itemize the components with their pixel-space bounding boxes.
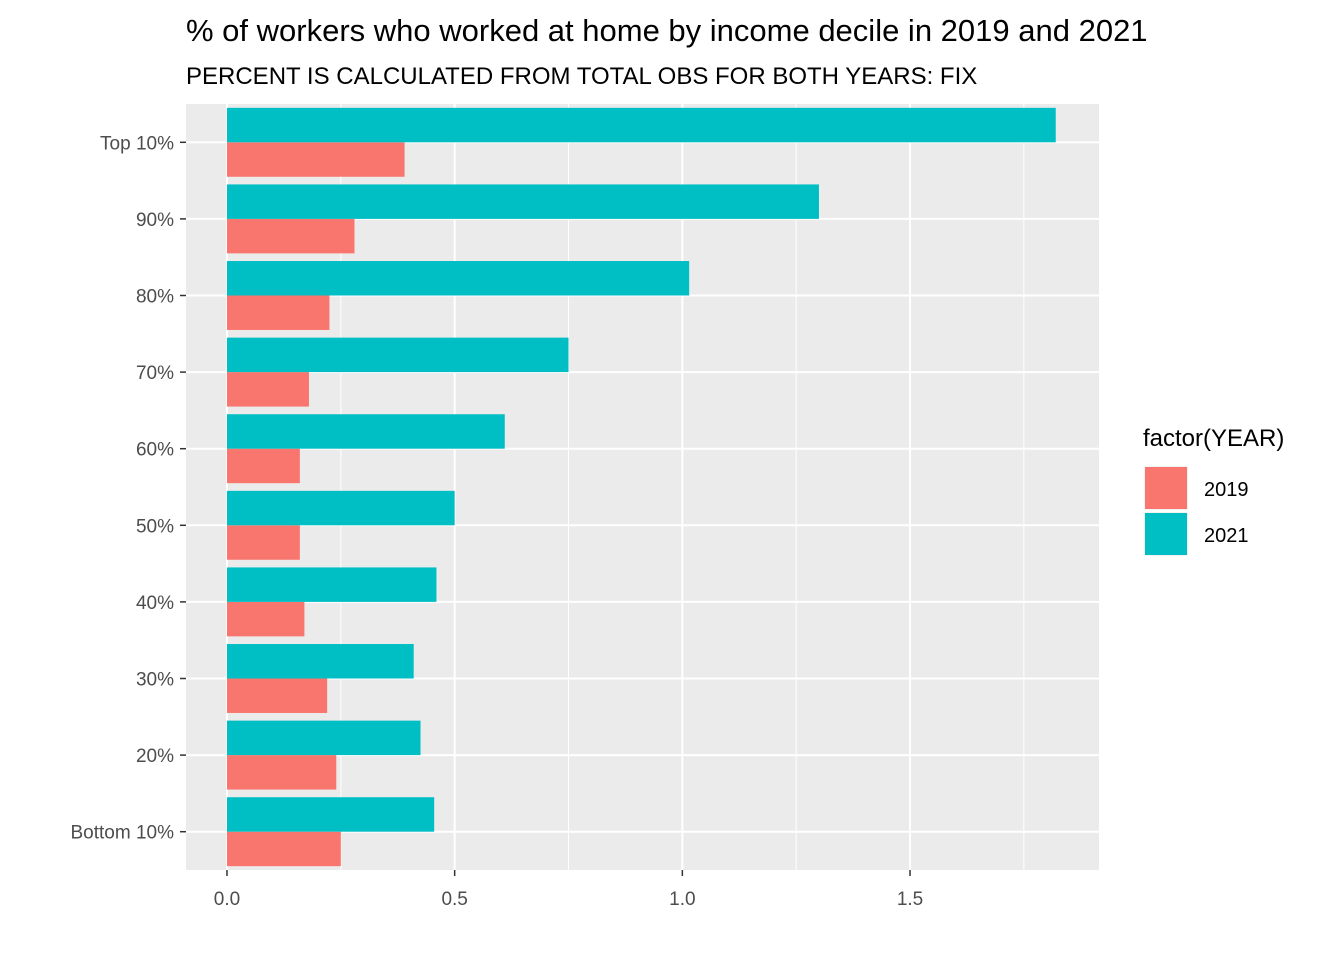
bar-2019 [226, 831, 341, 867]
bar-2021 [226, 184, 819, 219]
bar-2021 [226, 797, 435, 832]
x-axis: 0.0 0.5 1.0 1.5 [214, 870, 923, 910]
bar-2021 [226, 414, 505, 449]
y-tick-label: 90% [136, 210, 174, 231]
bar-2021 [226, 720, 421, 756]
bar-2021 [226, 107, 1056, 143]
legend: factor(YEAR) 2019 2021 [1143, 425, 1284, 556]
x-tick-label: 0.5 [441, 889, 467, 910]
bar-2019 [226, 525, 300, 560]
bar-2019 [226, 372, 309, 407]
chart-subtitle: PERCENT IS CALCULATED FROM TOTAL OBS FOR… [186, 63, 977, 90]
y-tick-label: Bottom 10% [71, 823, 175, 844]
bar-2019 [226, 678, 328, 713]
legend-label-2019: 2019 [1204, 479, 1249, 501]
bars [226, 107, 1056, 867]
y-axis: Bottom 10% 20% 30% 40% 50% 60% 70% 80% 90% Top 10… [71, 133, 186, 844]
legend-label-2021: 2021 [1204, 525, 1249, 547]
legend-title: factor(YEAR) [1143, 425, 1284, 452]
y-tick-label: 80% [136, 287, 174, 308]
bar-2021 [226, 261, 690, 296]
y-tick-label: 60% [136, 440, 174, 461]
y-tick-label: 70% [136, 363, 174, 384]
bar-2019 [226, 295, 330, 330]
y-tick-label: 40% [136, 593, 174, 614]
y-tick-label: 30% [136, 670, 174, 691]
x-tick-label: 1.5 [897, 889, 923, 910]
bar-2021 [226, 490, 455, 526]
y-tick-label: 20% [136, 746, 174, 767]
bar-2021 [226, 567, 437, 602]
bar-2019 [226, 448, 300, 484]
bar-2021 [226, 337, 569, 373]
bar-2019 [226, 755, 337, 790]
legend-key-2021 [1145, 513, 1187, 555]
bar-2019 [226, 142, 405, 177]
legend-key-2019 [1145, 467, 1187, 509]
bar-2019 [226, 218, 355, 254]
chart-title: % of workers who worked at home by incom… [186, 13, 1148, 48]
legend-items: 2019 2021 [1144, 466, 1249, 556]
bar-2019 [226, 601, 305, 637]
x-tick-label: 0.0 [214, 889, 240, 910]
y-tick-label: 50% [136, 516, 174, 537]
bar-2021 [226, 644, 414, 679]
y-tick-label: Top 10% [100, 133, 174, 154]
x-tick-label: 1.0 [669, 889, 695, 910]
